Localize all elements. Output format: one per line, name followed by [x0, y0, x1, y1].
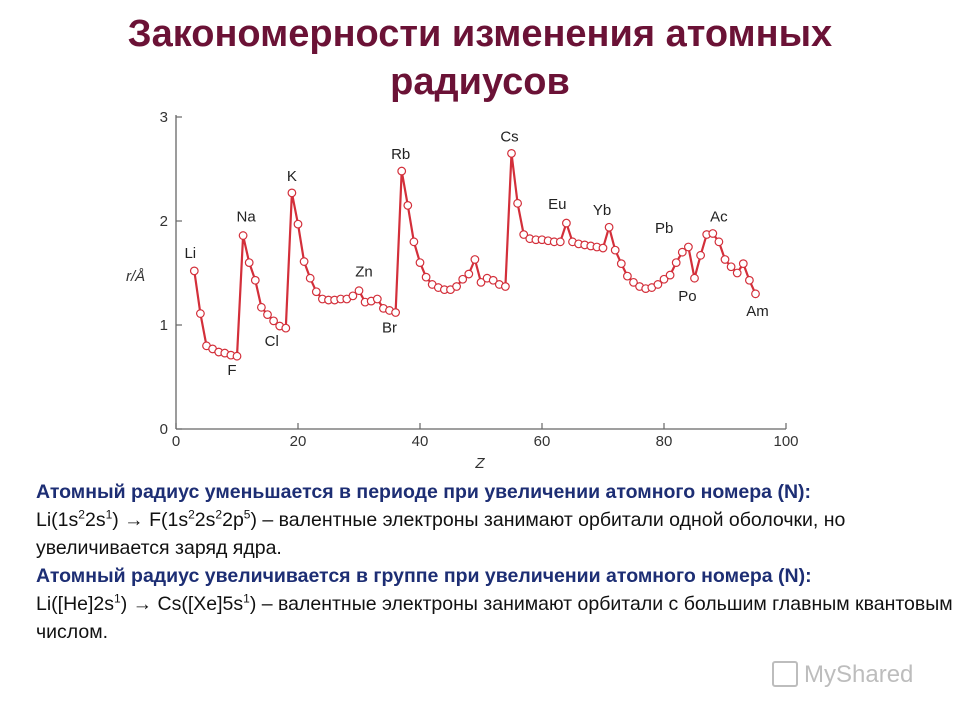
data-point [610, 245, 620, 255]
data-point [293, 219, 303, 229]
data-point [299, 257, 309, 266]
watermark-logo-icon [772, 661, 798, 687]
title-line-1: Закономерности изменения атомных [127, 13, 833, 55]
data-point [403, 200, 413, 210]
element-label: F [227, 362, 236, 379]
data-point [659, 274, 669, 284]
element-label: Cl [265, 333, 279, 350]
element-label: Na [237, 209, 257, 226]
data-point [488, 275, 498, 285]
watermark-text: MyShared [804, 661, 914, 688]
element-label: Rb [391, 146, 410, 163]
data-point [238, 231, 248, 240]
period-trend-heading: Атомный радиус уменьшается в периоде при… [36, 481, 812, 503]
y-tick-label: 3 [160, 109, 168, 126]
data-point [281, 323, 291, 333]
data-point [519, 230, 529, 239]
watermark: MyShared [772, 661, 913, 689]
data-point [458, 274, 468, 284]
data-point [555, 237, 565, 247]
data-point [562, 218, 571, 228]
data-point [354, 286, 364, 296]
data-point [232, 351, 242, 361]
data-point [452, 282, 462, 291]
period-trend-example: Li(1s22s1) → F(1s22s22p5) – валентные эл… [36, 507, 846, 560]
x-tick-label: 80 [656, 433, 673, 450]
element-label: K [287, 168, 297, 185]
data-point [726, 262, 736, 272]
data-point [195, 309, 205, 318]
data-point [287, 188, 297, 198]
element-label: Li [184, 245, 196, 262]
data-point [305, 273, 315, 283]
data-point [263, 310, 272, 320]
data-point [311, 287, 321, 297]
atomic-radius-chart: 0 20 40 60 80 100 0 1 2 3 Zr/Å Li F Na Cl K Zn Br Rb Cs Eu Yb… [126, 109, 799, 472]
data-point [677, 247, 687, 257]
data-point [671, 258, 681, 268]
element-label: Cs [500, 128, 518, 145]
explanation-text: Атомный радиус уменьшается в периоде при… [36, 478, 956, 646]
element-label: Br [382, 319, 397, 336]
data-point [604, 222, 614, 232]
x-tick-label: 100 [773, 433, 798, 450]
element-label: Po [678, 288, 696, 305]
data-point [189, 266, 199, 276]
element-label: Zn [355, 264, 373, 281]
data-point [616, 259, 626, 269]
data-point [244, 258, 254, 268]
group-trend-example: Li([He]2s1) → Cs([Xe]5s1) – валентные эл… [36, 591, 953, 644]
element-label: Am [746, 303, 769, 320]
data-point [745, 275, 754, 285]
data-point [696, 250, 705, 260]
data-point [690, 273, 699, 283]
y-tick-label: 0 [160, 421, 168, 438]
data-point [421, 272, 431, 282]
y-tick-label: 2 [160, 213, 168, 230]
data-point [623, 271, 632, 281]
data-point [513, 198, 522, 208]
data-point [653, 280, 663, 289]
data-point [720, 255, 730, 264]
group-trend-heading: Атомный радиус увеличивается в группе пр… [36, 565, 812, 587]
data-point [501, 282, 510, 291]
data-point [751, 289, 760, 299]
x-axis-label: Z [474, 455, 485, 472]
data-point [629, 277, 638, 287]
data-point [665, 270, 675, 280]
slide-title: Закономерности изменения атомных радиусо… [0, 10, 960, 106]
data-point [684, 242, 693, 252]
element-label: Eu [548, 196, 566, 213]
data-point [257, 302, 266, 312]
title-line-2: радиусов [390, 61, 570, 103]
x-tick-label: 0 [172, 433, 180, 450]
x-tick-label: 40 [412, 433, 429, 450]
data-point [409, 237, 419, 247]
data-point [738, 259, 748, 269]
data-point [250, 275, 260, 285]
data-point [372, 294, 382, 304]
data-point [732, 268, 742, 278]
data-point [470, 255, 480, 264]
element-label: Ac [710, 208, 728, 225]
data-point [708, 229, 718, 238]
y-tick-label: 1 [160, 317, 168, 334]
data-point [464, 269, 474, 279]
y-axis-label: r/Å [126, 268, 145, 285]
data-point [476, 277, 486, 287]
data-point [714, 237, 724, 247]
data-point [269, 316, 279, 326]
data-point [397, 166, 407, 176]
element-label: Yb [593, 202, 611, 219]
data-point [598, 243, 608, 253]
data-point [415, 258, 425, 268]
x-tick-label: 20 [290, 433, 307, 450]
x-tick-label: 60 [534, 433, 551, 450]
data-point [348, 291, 358, 301]
data-point [391, 308, 401, 317]
element-label: Pb [655, 220, 673, 237]
data-point [507, 149, 516, 158]
